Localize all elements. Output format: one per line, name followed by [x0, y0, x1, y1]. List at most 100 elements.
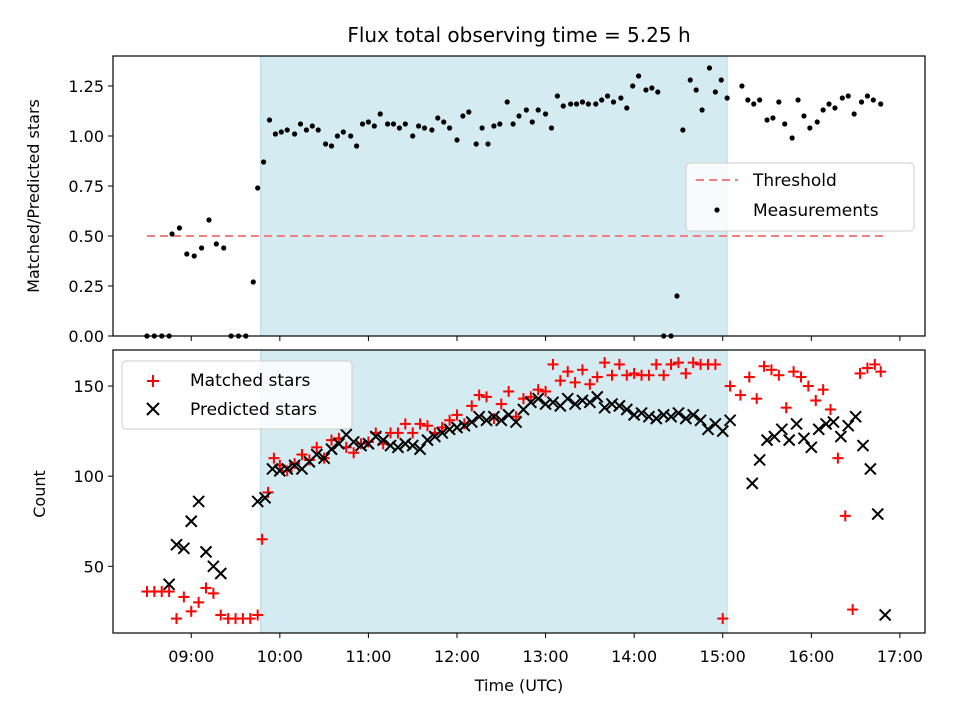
- predicted-star-stroke-b: [797, 432, 811, 445]
- top-axes-frame: [112, 55, 926, 337]
- matched-star-point: [451, 409, 463, 421]
- predicted-star-point: [332, 437, 346, 450]
- predicted-star-stroke-b: [716, 424, 729, 438]
- predicted-star-point: [406, 439, 419, 452]
- predicted-star-point: [347, 435, 360, 449]
- predicted-star-point: [723, 414, 737, 427]
- measurement-point: [820, 107, 826, 113]
- legend-matched-label: Matched stars: [190, 371, 310, 391]
- y-tick-label: 0.00: [68, 327, 104, 346]
- predicted-star-stroke-b: [635, 406, 648, 420]
- predicted-star-point: [842, 419, 855, 432]
- predicted-star-stroke-b: [185, 515, 198, 528]
- matched-star-point: [606, 369, 618, 381]
- measurement-point: [624, 105, 630, 111]
- measurement-point: [504, 99, 510, 105]
- matched-star-point: [658, 369, 670, 381]
- predicted-star-point: [266, 462, 279, 476]
- measurements-series: [144, 65, 884, 339]
- predicted-star-point: [524, 396, 538, 409]
- matched-star-point: [296, 449, 308, 461]
- predicted-star-point: [170, 538, 183, 551]
- predicted-star-point: [782, 433, 796, 447]
- measurement-point: [535, 107, 541, 113]
- predicted-star-stroke-b: [170, 538, 183, 551]
- measurement-point: [365, 119, 372, 125]
- predicted-star-stroke-b: [819, 417, 833, 431]
- measurement-point: [340, 129, 346, 135]
- predicted-star-stroke-b: [701, 423, 715, 436]
- matched-star-point: [525, 391, 537, 403]
- measurement-point: [291, 131, 298, 137]
- predicted-star-stroke-b: [546, 396, 560, 409]
- measurement-point: [851, 111, 857, 117]
- matched-star-point: [810, 394, 822, 406]
- predicted-star-stroke-b: [871, 507, 884, 521]
- predicted-star-stroke-b: [568, 397, 582, 411]
- predicted-star-stroke-b: [642, 410, 656, 423]
- measurement-point: [328, 143, 335, 149]
- measurement-point: [206, 217, 212, 223]
- predicted-star-point: [480, 414, 493, 427]
- measurement-point: [870, 97, 876, 103]
- predicted-star-point: [878, 608, 892, 622]
- predicted-star-stroke-b: [591, 390, 604, 404]
- predicted-star-stroke-b: [805, 441, 818, 454]
- matched-star-point: [503, 385, 515, 397]
- predicted-star-stroke-b: [598, 401, 611, 414]
- measurement-point: [466, 109, 472, 115]
- measurement-point: [745, 97, 751, 103]
- measurement-point: [801, 113, 807, 119]
- matched-star-point: [421, 420, 433, 432]
- predicted-star-point: [281, 462, 294, 476]
- measurement-point: [213, 241, 219, 247]
- matched-star-point: [303, 454, 315, 466]
- top-y-ticks: 0.00 0.25 0.50 0.75 1.00 1.25: [68, 77, 113, 346]
- bottom-axes-frame: [112, 349, 926, 634]
- matched-star-point: [802, 380, 814, 392]
- measurement-point: [315, 127, 321, 133]
- measurement-point: [674, 293, 680, 299]
- measurement-point: [272, 131, 278, 137]
- x-tick-label: 11:00: [345, 647, 391, 666]
- measurement-point: [548, 125, 555, 131]
- top-y-axis-label: Matched/Predicted stars: [24, 99, 43, 293]
- predicted-star-point: [834, 430, 848, 443]
- measurement-point: [718, 77, 724, 83]
- measurement-point: [739, 83, 745, 89]
- matched-star-point: [178, 591, 190, 603]
- predicted-star-point: [399, 437, 412, 450]
- measurement-point: [795, 97, 801, 103]
- predicted-star-point: [391, 441, 405, 454]
- predicted-star-point: [413, 442, 427, 456]
- legend-measurements-swatch: [714, 207, 720, 213]
- measurement-point: [706, 65, 713, 71]
- measurement-point: [864, 93, 871, 99]
- predicted-star-stroke-b: [620, 403, 633, 416]
- legend-measurements-label: Measurements: [753, 201, 879, 221]
- matched-star-point: [481, 391, 493, 403]
- matched-star-point: [488, 412, 500, 424]
- matched-star-point: [268, 452, 280, 464]
- matched-star-point: [832, 452, 844, 464]
- predicted-star-stroke-b: [281, 462, 294, 476]
- measurement-point: [221, 245, 227, 251]
- predicted-star-point: [495, 414, 508, 427]
- predicted-star-point: [199, 545, 213, 559]
- predicted-star-stroke-b: [856, 439, 870, 452]
- predicted-star-point: [812, 423, 825, 436]
- predicted-star-point: [214, 567, 227, 580]
- predicted-star-point: [546, 396, 560, 409]
- x-tick-label: 09:00: [168, 647, 214, 666]
- bottom-y-axis-label: Count: [30, 470, 49, 518]
- measurement-point: [491, 123, 497, 129]
- measurement-point: [523, 107, 529, 113]
- measurement-point: [371, 123, 377, 129]
- predicted-star-point: [827, 415, 840, 429]
- measurement-point: [348, 133, 354, 139]
- matched-star-point: [510, 411, 522, 423]
- matched-star-point: [163, 586, 175, 598]
- predicted-star-stroke-b: [428, 430, 442, 443]
- measurement-point: [826, 101, 832, 107]
- measurement-point: [687, 77, 693, 83]
